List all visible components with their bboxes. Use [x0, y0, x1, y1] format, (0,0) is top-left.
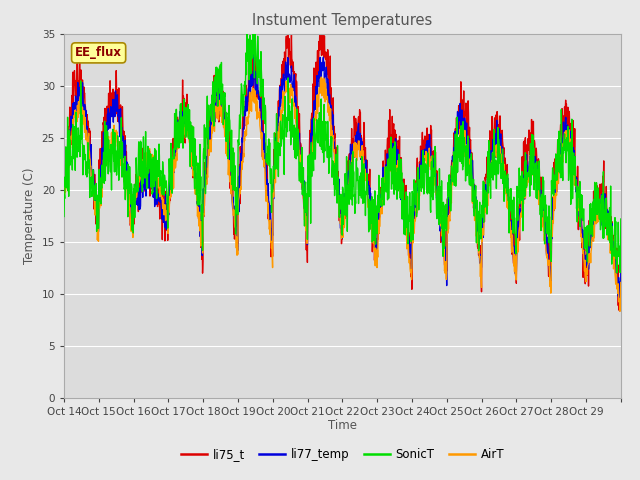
- Legend: li75_t, li77_temp, SonicT, AirT: li75_t, li77_temp, SonicT, AirT: [176, 443, 509, 466]
- Text: EE_flux: EE_flux: [75, 47, 122, 60]
- Title: Instument Temperatures: Instument Temperatures: [252, 13, 433, 28]
- X-axis label: Time: Time: [328, 419, 357, 432]
- Y-axis label: Temperature (C): Temperature (C): [23, 168, 36, 264]
